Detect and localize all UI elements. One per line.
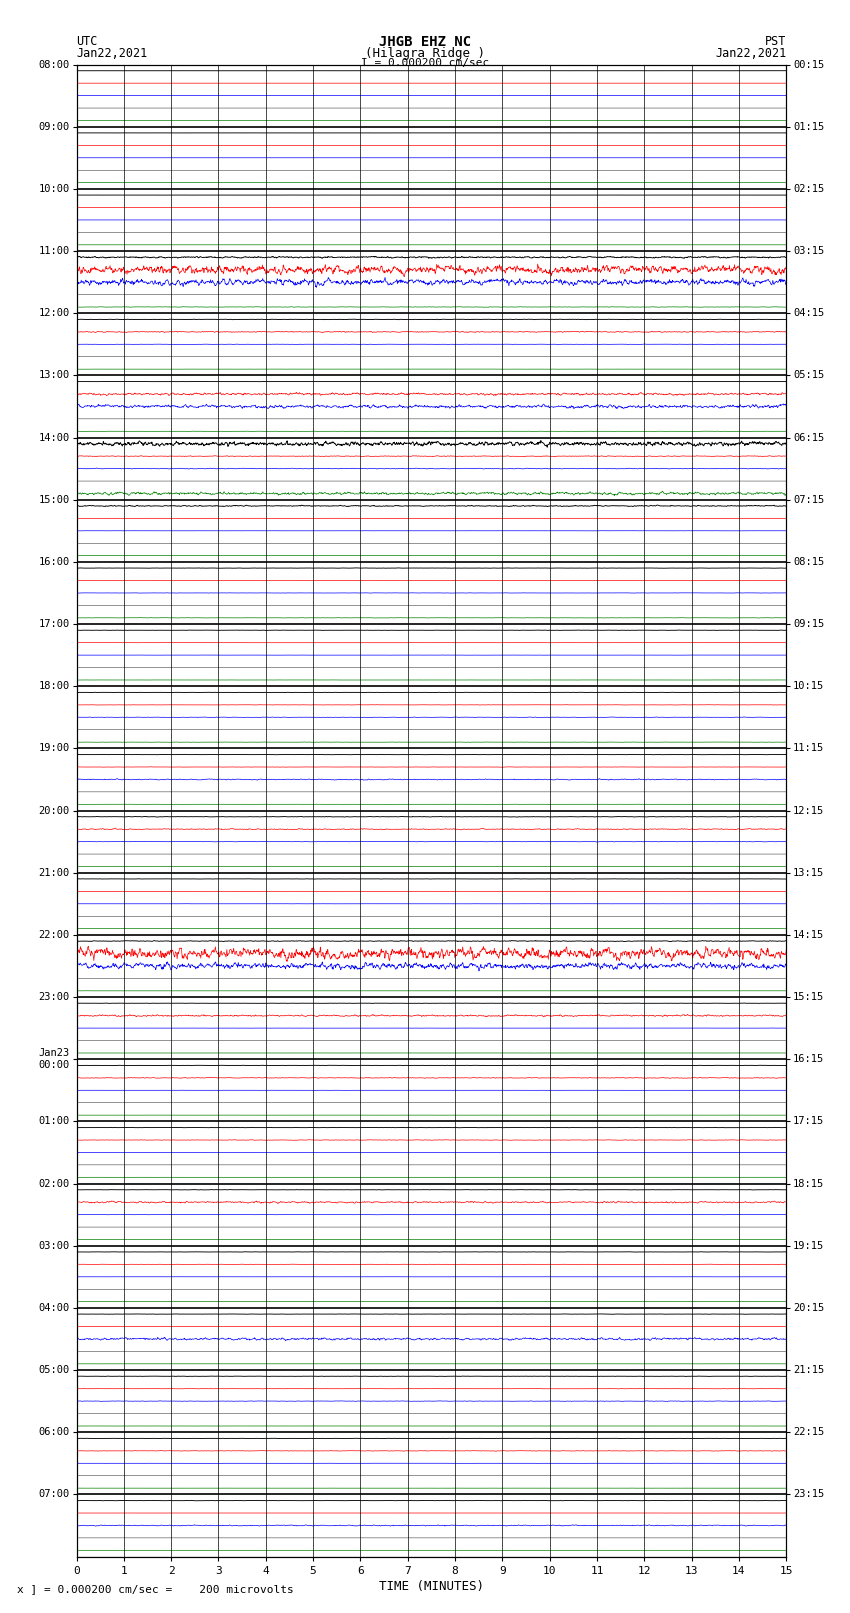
Text: x ] = 0.000200 cm/sec =    200 microvolts: x ] = 0.000200 cm/sec = 200 microvolts bbox=[17, 1584, 294, 1594]
Text: JHGB EHZ NC: JHGB EHZ NC bbox=[379, 35, 471, 50]
Text: I = 0.000200 cm/sec: I = 0.000200 cm/sec bbox=[361, 58, 489, 68]
X-axis label: TIME (MINUTES): TIME (MINUTES) bbox=[379, 1579, 484, 1592]
Text: UTC: UTC bbox=[76, 35, 98, 48]
Text: (Hilagra Ridge ): (Hilagra Ridge ) bbox=[365, 47, 485, 60]
Text: Jan22,2021: Jan22,2021 bbox=[715, 47, 786, 60]
Text: Jan22,2021: Jan22,2021 bbox=[76, 47, 148, 60]
Text: PST: PST bbox=[765, 35, 786, 48]
